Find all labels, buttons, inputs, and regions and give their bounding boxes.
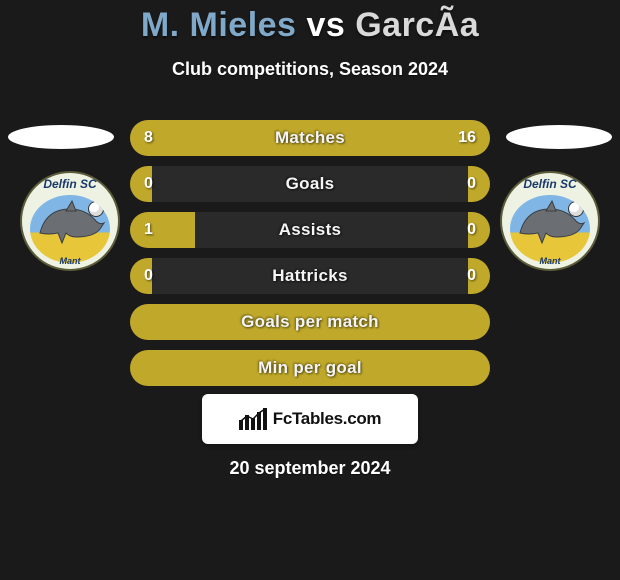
comparison-title: M. Mieles vs GarcÃ­a: [0, 0, 620, 45]
stat-row: 10Assists: [130, 212, 490, 248]
side-ellipse-left: [8, 125, 114, 149]
badge-ring: Delfin SC Mant: [20, 171, 120, 271]
soccer-ball-icon: [568, 201, 584, 217]
stat-row: Min per goal: [130, 350, 490, 386]
brand-box: FcTables.com: [202, 394, 418, 444]
stat-label: Matches: [130, 120, 490, 156]
stat-row: Goals per match: [130, 304, 490, 340]
stat-label: Hattricks: [130, 258, 490, 294]
club-badge-right: Delfin SC Mant: [500, 171, 600, 271]
stat-row: 00Goals: [130, 166, 490, 202]
badge-ring: Delfin SC Mant: [500, 171, 600, 271]
brand-label: FcTables.com: [273, 409, 382, 429]
badge-bottom-text: Mant: [502, 256, 598, 266]
vs-label: vs: [306, 6, 345, 44]
badge-inner: [30, 195, 110, 263]
soccer-ball-icon: [88, 201, 104, 217]
badge-inner: [510, 195, 590, 263]
badge-top-text: Delfin SC: [22, 177, 118, 191]
club-badge-left: Delfin SC Mant: [20, 171, 120, 271]
footer-date: 20 september 2024: [0, 458, 620, 479]
stat-label: Min per goal: [130, 350, 490, 386]
side-ellipse-right: [506, 125, 612, 149]
badge-bottom-text: Mant: [22, 256, 118, 266]
subtitle: Club competitions, Season 2024: [0, 59, 620, 80]
player1-name: M. Mieles: [141, 6, 297, 44]
stat-row: 00Hattricks: [130, 258, 490, 294]
player2-name: GarcÃ­a: [355, 6, 479, 44]
stat-label: Goals: [130, 166, 490, 202]
stat-row: 816Matches: [130, 120, 490, 156]
badge-top-text: Delfin SC: [502, 177, 598, 191]
fctables-logo-icon: [239, 408, 267, 430]
stat-label: Assists: [130, 212, 490, 248]
footer: FcTables.com 20 september 2024: [0, 392, 620, 479]
stats-chart: 816Matches 00Goals 10Assists 00Hattricks Goa…: [130, 120, 490, 396]
stat-label: Goals per match: [130, 304, 490, 340]
